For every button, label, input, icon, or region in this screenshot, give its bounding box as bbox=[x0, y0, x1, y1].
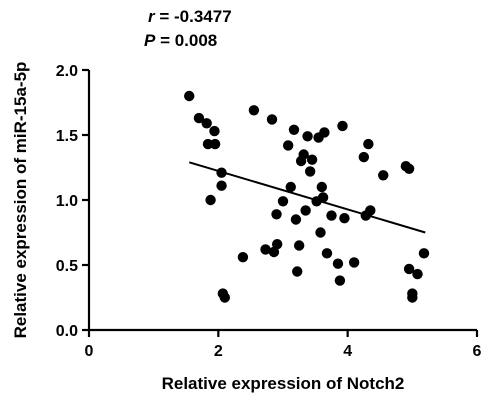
data-point bbox=[337, 120, 348, 132]
data-point bbox=[271, 209, 282, 220]
data-point bbox=[277, 196, 289, 207]
data-point bbox=[219, 292, 230, 303]
p-symbol: P bbox=[144, 31, 156, 50]
x-tick-label: 4 bbox=[343, 343, 352, 360]
data-points bbox=[184, 90, 430, 303]
data-point bbox=[282, 140, 294, 151]
data-point bbox=[209, 138, 221, 150]
data-point bbox=[184, 90, 195, 102]
y-tick-label: 0.0 bbox=[56, 323, 78, 340]
y-tick-label: 1.5 bbox=[56, 128, 78, 145]
data-point bbox=[412, 268, 423, 280]
data-point bbox=[317, 192, 329, 203]
data-point bbox=[339, 213, 350, 224]
data-point bbox=[321, 248, 333, 259]
data-point bbox=[326, 210, 337, 221]
data-point bbox=[293, 240, 305, 251]
data-point bbox=[288, 124, 300, 135]
data-point bbox=[403, 163, 415, 174]
data-point bbox=[334, 275, 346, 286]
data-point bbox=[248, 105, 260, 116]
data-point bbox=[209, 125, 220, 137]
x-tick-label: 0 bbox=[85, 343, 94, 360]
regression-line bbox=[188, 161, 426, 234]
data-point bbox=[365, 205, 376, 216]
data-point bbox=[193, 112, 205, 124]
data-point bbox=[237, 252, 249, 263]
data-point bbox=[315, 227, 326, 238]
data-point bbox=[418, 248, 430, 259]
data-point bbox=[407, 288, 418, 299]
p-annotation: P = 0.008 bbox=[144, 31, 217, 50]
data-point bbox=[403, 263, 415, 275]
regression-line-group bbox=[188, 161, 426, 234]
r-value: = -0.3477 bbox=[155, 7, 232, 26]
data-point bbox=[363, 138, 374, 150]
data-point bbox=[201, 118, 212, 129]
data-point bbox=[358, 151, 370, 163]
data-point bbox=[271, 239, 283, 250]
data-point bbox=[202, 138, 214, 150]
data-point bbox=[260, 244, 271, 255]
x-axis-title: Relative expression of Notch2 bbox=[162, 374, 405, 393]
data-point bbox=[298, 149, 309, 160]
data-point bbox=[332, 258, 344, 269]
data-point bbox=[300, 205, 311, 216]
r-symbol: r bbox=[148, 7, 156, 26]
data-point bbox=[348, 257, 360, 268]
data-point bbox=[290, 214, 302, 225]
data-point bbox=[268, 246, 280, 258]
data-point bbox=[216, 167, 227, 178]
data-point bbox=[378, 170, 389, 181]
data-point bbox=[302, 131, 313, 142]
y-tick-label: 0.5 bbox=[56, 258, 78, 275]
x-tick-label: 2 bbox=[214, 343, 223, 360]
y-tick-label: 1.0 bbox=[56, 193, 78, 210]
r-annotation: r = -0.3477 bbox=[148, 7, 232, 26]
data-point bbox=[216, 180, 227, 191]
data-point bbox=[304, 166, 316, 177]
data-point bbox=[266, 114, 278, 125]
p-value: = 0.008 bbox=[155, 31, 217, 50]
y-axis-title: Relative expression of miR-15a-5p bbox=[11, 62, 30, 339]
data-point bbox=[205, 194, 216, 206]
x-tick-label: 6 bbox=[473, 343, 481, 360]
data-point bbox=[316, 181, 327, 193]
y-tick-label: 2.0 bbox=[56, 63, 78, 80]
axis-ticks: 0 2 4 6 0.0 0.5 1.0 1.5 2.0 bbox=[56, 63, 481, 360]
data-point bbox=[285, 181, 296, 193]
data-point bbox=[292, 266, 303, 277]
data-point bbox=[306, 154, 318, 165]
data-point bbox=[319, 127, 330, 138]
